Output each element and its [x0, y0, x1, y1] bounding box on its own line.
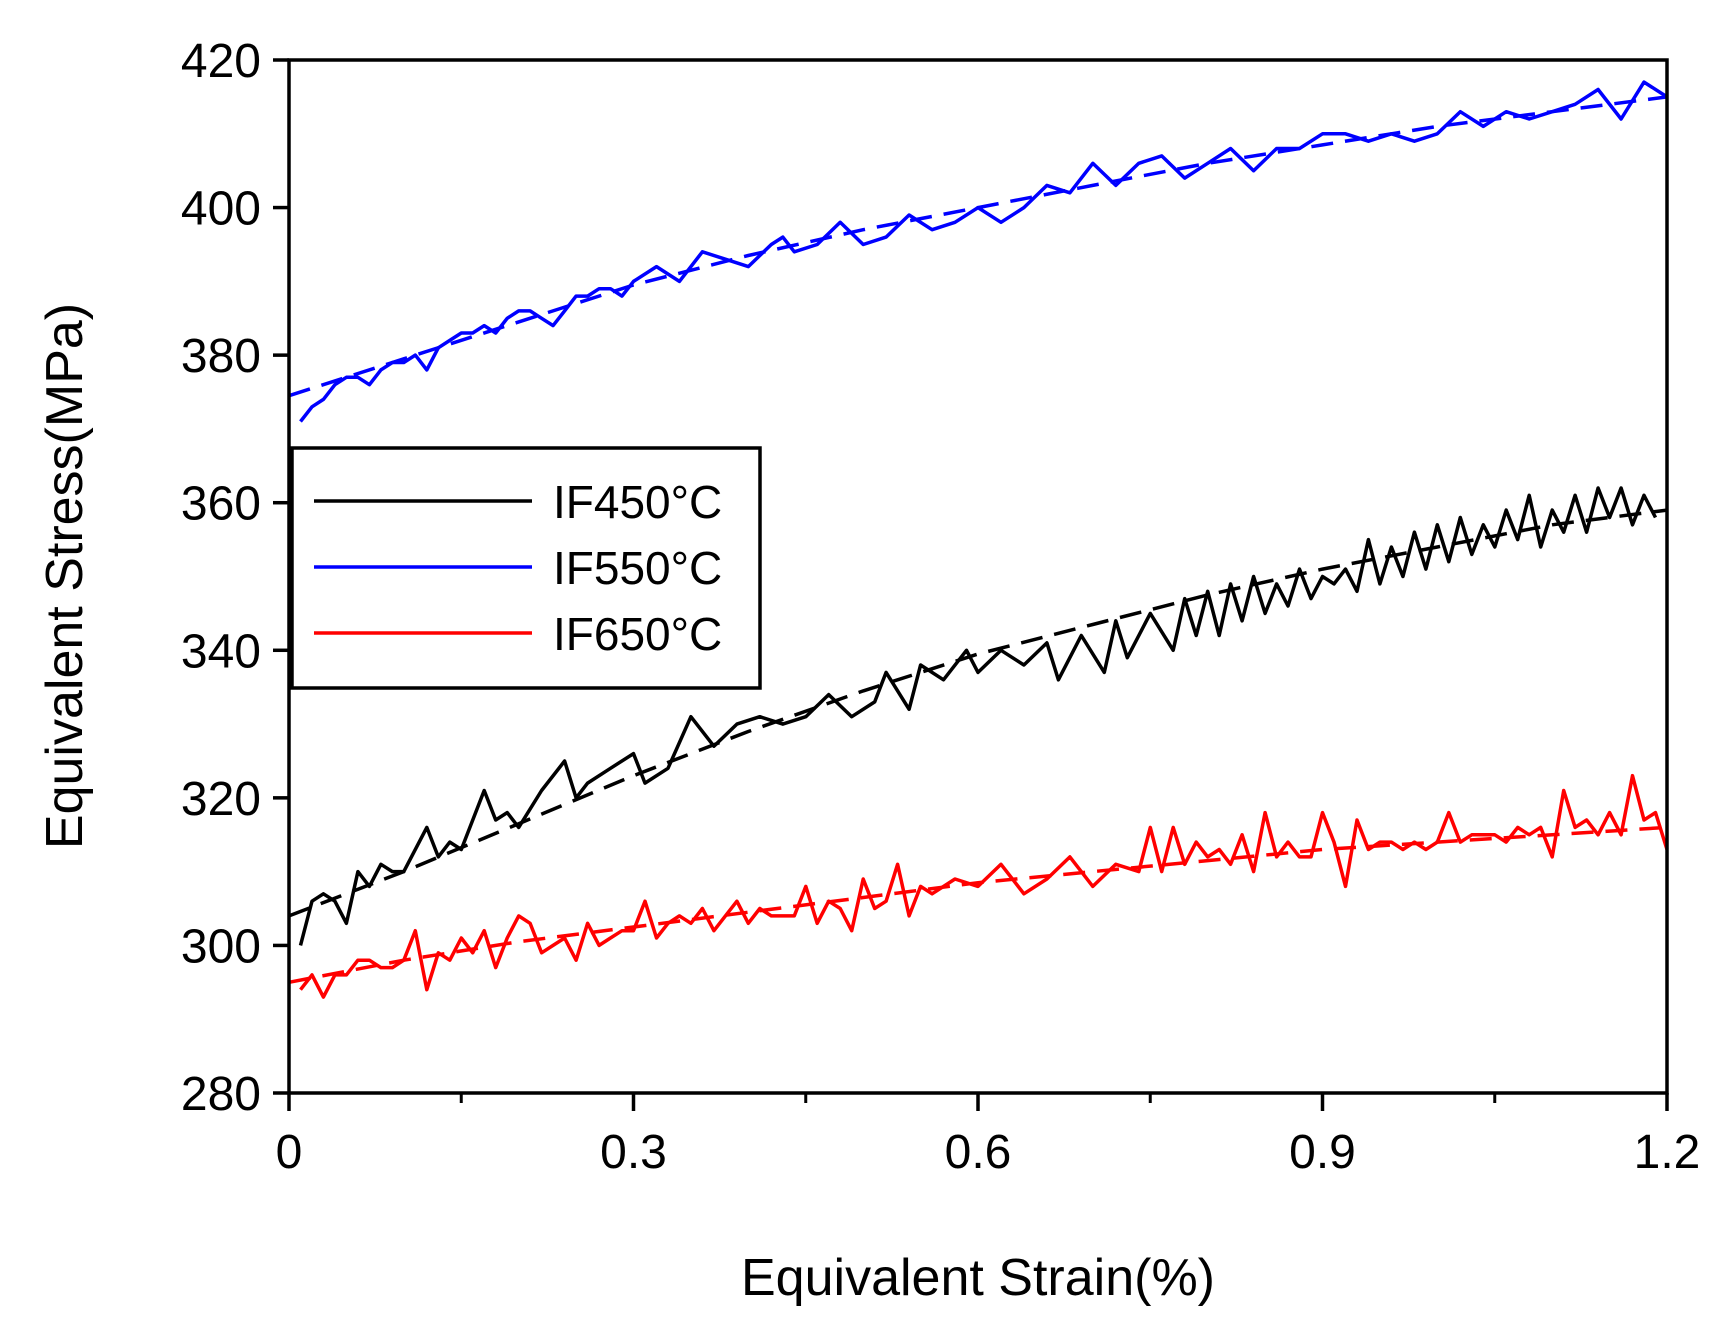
series-line-if650-c: [299, 773, 1669, 999]
y-tick-label-420: 420: [181, 35, 261, 88]
series-layer: [288, 80, 1669, 999]
legend-label-if650-c: IF650°C: [553, 608, 722, 660]
x-tick-label-0: 0: [276, 1126, 303, 1179]
y-tick-label-360: 360: [181, 478, 261, 531]
y-tick-label-380: 380: [181, 330, 261, 383]
x-axis-label: Equivalent Strain(%): [741, 1249, 1215, 1307]
fit-line-if450-c: [288, 508, 1668, 918]
series-line-if450-c: [298, 486, 1658, 946]
x-tick-label-0.3: 0.3: [600, 1126, 667, 1179]
x-tick-label-1.2: 1.2: [1634, 1126, 1701, 1179]
y-tick-label-320: 320: [181, 773, 261, 826]
y-axis-label: Equivalent Stress(MPa): [36, 303, 94, 849]
legend-label-if550-c: IF550°C: [553, 542, 722, 594]
x-tick-label-0.9: 0.9: [1289, 1126, 1356, 1179]
series-line-if550-c: [299, 80, 1668, 423]
y-tick-label-340: 340: [181, 625, 261, 678]
y-tick-label-280: 280: [181, 1068, 261, 1121]
x-tick-label-0.6: 0.6: [945, 1126, 1012, 1179]
axis-layer: 280 300 320 340 360 380 400 420 0 0.3 0.6 0.9 1.2: [181, 35, 1700, 1179]
legend-label-if450-c: IF450°C: [553, 476, 722, 528]
legend: IF450°C IF550°C IF650°C: [290, 446, 762, 690]
y-tick-label-300: 300: [181, 920, 261, 973]
y-tick-label-400: 400: [181, 183, 261, 236]
